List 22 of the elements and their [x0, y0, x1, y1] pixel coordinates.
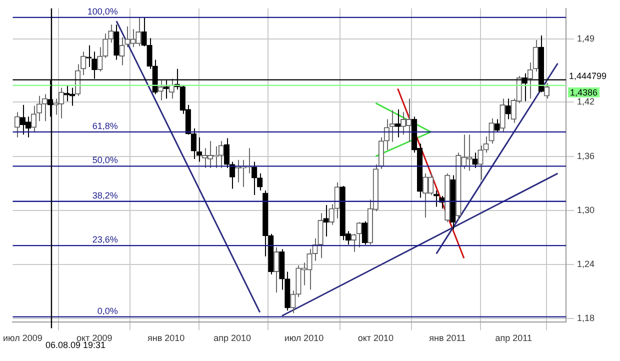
ref-line-label: 1,4386	[570, 87, 598, 98]
x-tick-label: апр 2010	[214, 333, 251, 344]
text: 06.08.09 19:31	[45, 340, 106, 350]
annotation: 61,8%	[92, 120, 118, 131]
y-tick-label: 1,30	[577, 204, 595, 215]
annotation: 38,2%	[92, 190, 118, 200]
annotation: 50,0%	[92, 155, 118, 166]
x-tick-label: янв 2011	[429, 333, 466, 344]
annotation: 100,0%	[87, 6, 118, 16]
x-tick-label: июл 2009	[2, 333, 42, 344]
y-tick-label: 1,24	[577, 258, 595, 269]
x-tick-label: июл 2010	[284, 333, 324, 344]
y-tick-label: 1,36	[577, 150, 595, 161]
annotation: 23,6%	[92, 234, 118, 245]
y-tick-label: 1,49	[577, 34, 595, 44]
ref-line-label: 1,444799	[569, 70, 607, 81]
x-tick-label: апр 2011	[495, 333, 532, 344]
x-tick-label: окт 2010	[358, 333, 394, 344]
y-tick-label: 1,42	[577, 96, 595, 107]
annotation: 0,0%	[97, 306, 118, 316]
x-tick-label: янв 2010	[148, 333, 185, 344]
y-tick-label: 1,18	[577, 313, 595, 324]
